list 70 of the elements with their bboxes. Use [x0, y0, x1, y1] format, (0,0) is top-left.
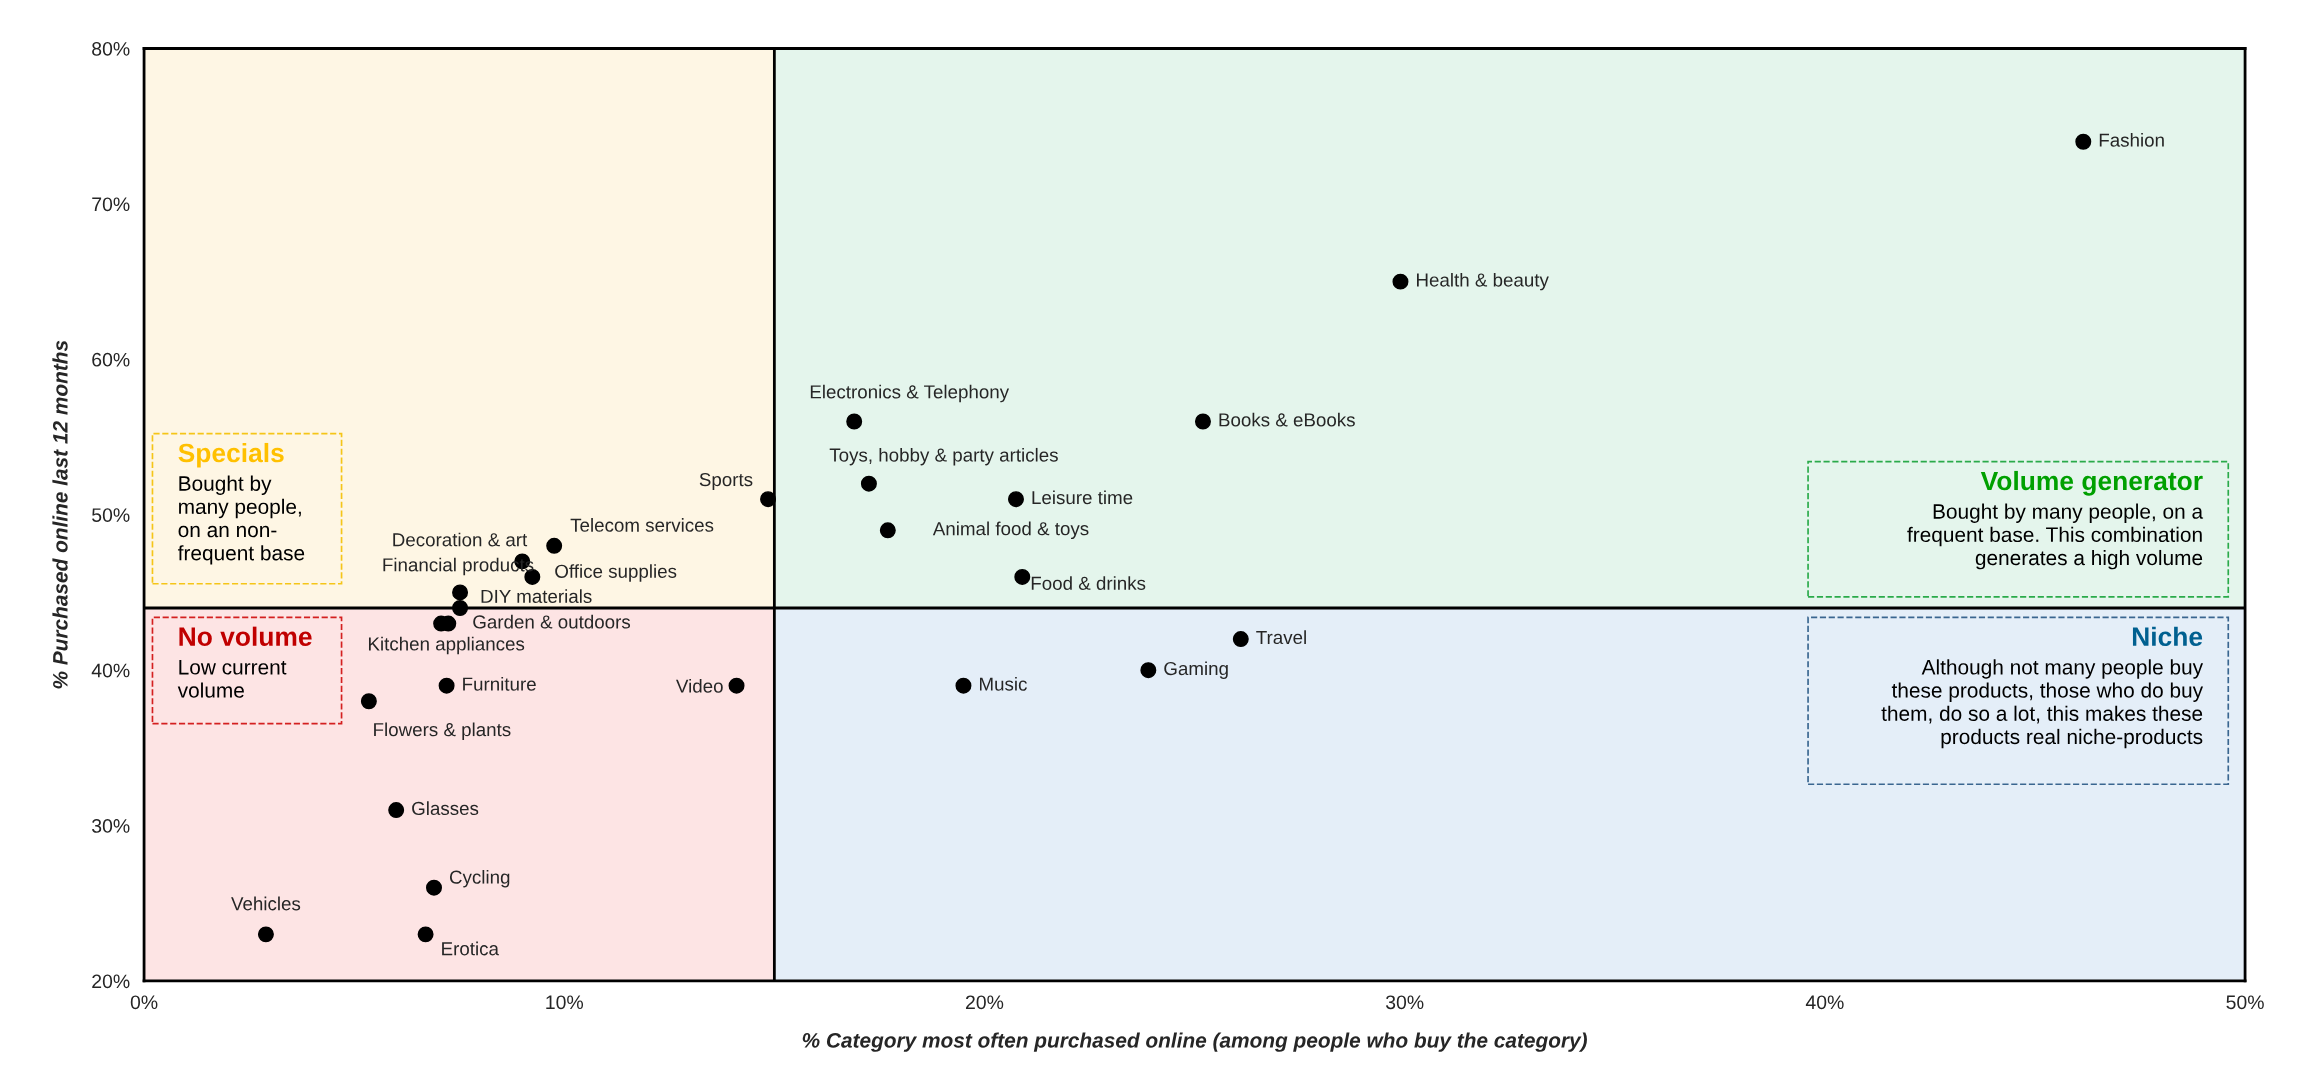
annotation: Toys, hobby & party articles — [829, 447, 1058, 466]
y-tick-label: 20% — [92, 974, 130, 989]
point — [846, 413, 863, 430]
point — [2075, 133, 2092, 150]
annotation: Low current volume — [177, 660, 287, 698]
point — [388, 802, 405, 819]
y-tick-label: 40% — [91, 663, 130, 678]
y-tick-label: 60% — [92, 352, 130, 367]
annotation: Office supplies — [555, 564, 677, 582]
point — [257, 926, 274, 943]
point — [426, 879, 442, 896]
point — [860, 475, 877, 492]
annotation: Fashion — [2099, 133, 2164, 147]
annotation: Specials — [178, 442, 284, 468]
point — [1194, 413, 1211, 430]
annotation: Gaming — [1164, 661, 1228, 679]
annotation: Although not many people buy these products, those who do buy them, do so a lot, this makes these products real niche-products — [1881, 659, 2204, 749]
annotation: Sports — [699, 472, 753, 490]
x-tick-label: 30% — [1385, 995, 1424, 1010]
annotation: Bought by many people, on an non- frequent base — [177, 475, 305, 565]
annotation: Vehicles — [231, 896, 301, 911]
annotation: Niche — [2132, 626, 2203, 647]
x-tick-label: 50% — [2226, 995, 2264, 1010]
x-tick-label: 20% — [965, 995, 1004, 1010]
annotation: Electronics & Telephony — [810, 384, 1010, 403]
point — [1008, 491, 1024, 508]
point — [1014, 568, 1031, 585]
annotation: Erotica — [442, 941, 499, 956]
annotation: Kitchen appliances — [368, 636, 525, 655]
annotation: Flowers & plants — [374, 722, 511, 740]
annotation: Leisure time — [1032, 490, 1133, 505]
x-tick-label: 0% — [130, 995, 158, 1010]
point — [955, 677, 972, 694]
y-tick-label: 30% — [92, 819, 130, 833]
annotation: Telecom services — [570, 518, 714, 532]
annotation: Video — [676, 678, 723, 693]
annotation: Music — [979, 676, 1027, 691]
annotation: Volume generator — [1980, 470, 2203, 496]
point — [1232, 631, 1249, 648]
annotation: DIY materials — [481, 589, 592, 604]
annotation: Travel — [1256, 630, 1306, 645]
annotation: Animal food & toys — [932, 521, 1089, 540]
y-axis-title: % Purchased online last 12 months — [52, 340, 68, 689]
point — [452, 600, 469, 616]
annotation: Food & drinks — [1031, 576, 1146, 590]
y-tick-label: 70% — [92, 197, 130, 212]
point — [879, 522, 896, 539]
point — [728, 677, 745, 694]
annotation: Decoration & art — [393, 532, 528, 547]
annotation: Bought by many people, on a frequent base. This combination generates a high volume — [1907, 503, 2204, 570]
annotation: Furniture — [463, 676, 536, 691]
point — [760, 491, 777, 508]
y-tick-label: 80% — [92, 41, 130, 56]
point — [417, 926, 434, 943]
x-tick-label: 10% — [546, 995, 584, 1010]
point — [546, 537, 563, 554]
point — [1392, 273, 1409, 290]
point — [452, 584, 469, 601]
annotation: Health & beauty — [1417, 272, 1549, 291]
x-axis-title: % Category most often purchased online (among people who buy the category) — [802, 1032, 1587, 1052]
point — [1140, 662, 1157, 679]
annotation: Books & eBooks — [1219, 412, 1355, 427]
annotation: Garden & outdoors — [473, 614, 631, 629]
point — [438, 677, 455, 694]
point — [360, 693, 377, 710]
y-tick-label: 50% — [92, 508, 130, 522]
annotation: Glasses — [412, 801, 479, 816]
annotation: No volume — [179, 626, 312, 647]
annotation: Cycling — [449, 869, 510, 888]
x-tick-label: 40% — [1805, 995, 1844, 1010]
